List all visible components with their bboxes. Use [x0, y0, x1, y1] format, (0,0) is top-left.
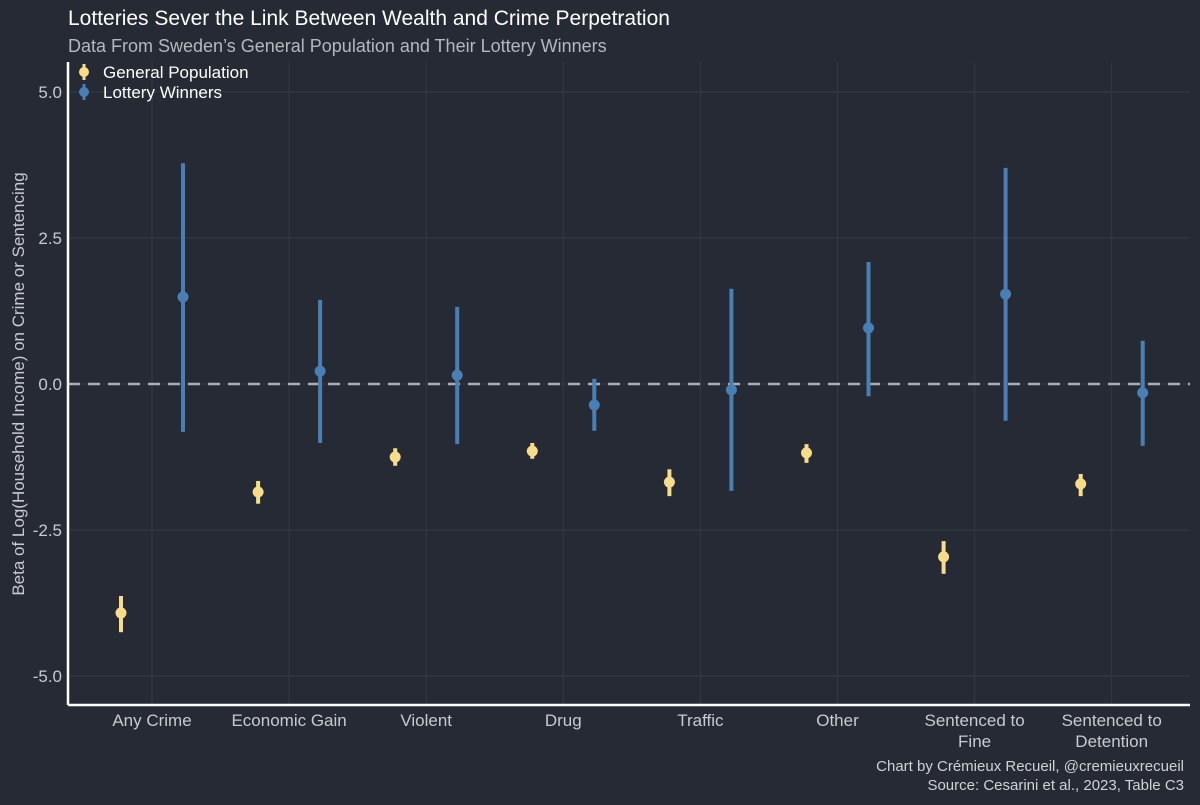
x-tick-label: Sentenced to	[1062, 711, 1162, 730]
y-tick-label: 0.0	[38, 375, 62, 394]
lottery-winners-point	[177, 291, 189, 303]
y-tick-label: -2.5	[33, 521, 62, 540]
general-population-point	[526, 445, 538, 457]
general-population-point	[1075, 478, 1087, 490]
legend-key-point	[79, 87, 89, 97]
x-tick-label: Other	[816, 711, 859, 730]
x-tick-label: Traffic	[677, 711, 724, 730]
general-population-point	[389, 451, 401, 463]
chart-title: Lotteries Sever the Link Between Wealth …	[68, 7, 670, 30]
y-ticks: 5.0 2.5 0.0 -2.5 -5.0	[33, 83, 62, 686]
chart-subtitle: Data From Sweden’s General Population an…	[68, 36, 607, 56]
general-population-point	[801, 447, 812, 459]
lottery-winners-point	[863, 322, 874, 334]
y-tick-label: 5.0	[38, 83, 62, 102]
caption-line-1: Chart by Crémieux Recueil, @cremieuxrecu…	[876, 758, 1184, 775]
x-tick-label: Drug	[545, 711, 582, 730]
y-tick-label: 2.5	[38, 229, 62, 248]
general-population-point	[938, 551, 950, 563]
general-population-point	[115, 607, 127, 619]
marks	[115, 163, 1149, 633]
x-tick-label: Economic Gain	[231, 711, 346, 730]
lottery-winners-point	[588, 399, 600, 411]
lottery-winners-point	[725, 384, 737, 396]
lottery-winners-point	[1000, 288, 1012, 300]
x-tick-label: Detention	[1075, 732, 1148, 751]
x-ticks: Any Crime Economic Gain Violent Drug Traffic…	[112, 711, 1161, 751]
x-tick-label: Violent	[400, 711, 452, 730]
general-population-point	[252, 486, 264, 498]
general-population-point	[663, 476, 675, 488]
caption-line-2: Source: Cesarini et al., 2023, Table C3	[927, 777, 1184, 794]
legend-label: General Population	[103, 63, 249, 82]
y-tick-label: -5.0	[33, 667, 62, 686]
x-tick-label: Sentenced to	[924, 711, 1024, 730]
lottery-winners-point	[1137, 387, 1149, 399]
y-axis-label: Beta of Log(Household Income) on Crime o…	[9, 172, 28, 595]
x-tick-label: Fine	[958, 732, 991, 751]
legend-key-point	[79, 67, 89, 77]
x-tick-label: Any Crime	[112, 711, 191, 730]
lottery-winners-point	[451, 369, 463, 381]
legend-label: Lottery Winners	[103, 83, 222, 102]
lottery-winners-point	[314, 365, 326, 377]
